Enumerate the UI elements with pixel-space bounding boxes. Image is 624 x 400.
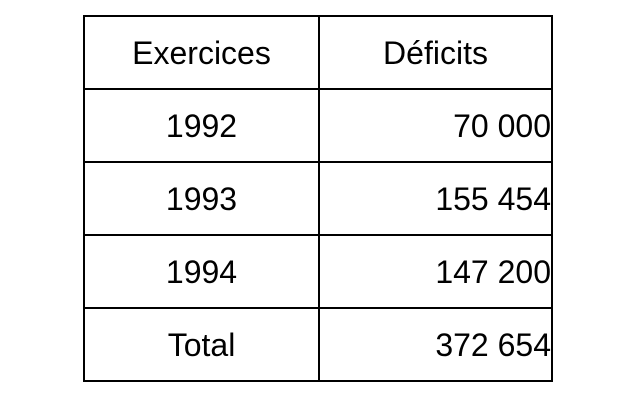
table-header: Exercices Déficits — [83, 15, 553, 90]
cell-exercice: 1992 — [83, 88, 320, 163]
cell-total-deficit: 372 654 — [318, 307, 553, 382]
cell-deficit: 147 200 — [318, 234, 553, 309]
header-exercices: Exercices — [83, 15, 320, 90]
header-row: Exercices Déficits — [83, 15, 553, 90]
cell-deficit: 70 000 — [318, 88, 553, 163]
table-body: 1992 70 000 1993 155 454 1994 147 200 To… — [83, 88, 553, 382]
table-row: 1992 70 000 — [83, 88, 553, 163]
table-row: 1993 155 454 — [83, 161, 553, 236]
header-deficits: Déficits — [318, 15, 553, 90]
table-row: 1994 147 200 — [83, 234, 553, 309]
cell-deficit: 155 454 — [318, 161, 553, 236]
cell-exercice: 1993 — [83, 161, 320, 236]
cell-total-label: Total — [83, 307, 320, 382]
total-row: Total 372 654 — [83, 307, 553, 382]
deficits-table: Exercices Déficits 1992 70 000 1993 155 … — [83, 15, 553, 382]
cell-exercice: 1994 — [83, 234, 320, 309]
